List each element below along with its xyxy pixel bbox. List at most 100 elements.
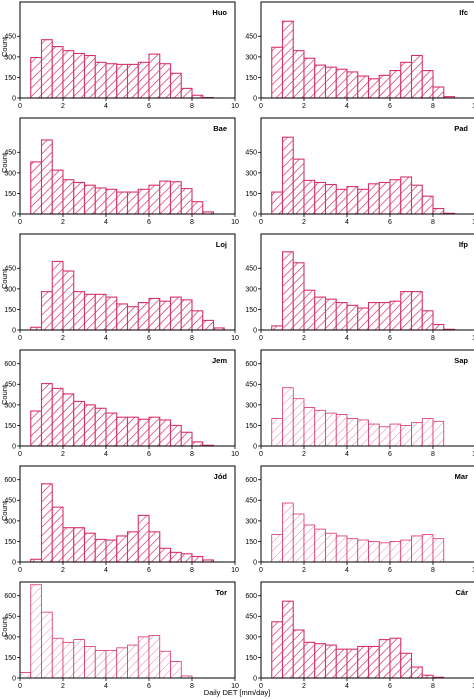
y-tick-label: 150 (245, 307, 257, 314)
y-tick-label: 600 (4, 477, 16, 484)
y-tick-label: 150 (245, 655, 257, 662)
histogram-bar (368, 541, 380, 563)
histogram-bar (169, 296, 182, 331)
histogram-bar (40, 483, 53, 563)
x-tick-label: 4 (104, 219, 108, 226)
y-tick-label: 600 (4, 361, 16, 368)
histogram-bar (169, 424, 182, 447)
histogram-bar (83, 532, 96, 563)
y-tick-label: 450 (245, 266, 257, 273)
histogram-bar (83, 293, 96, 331)
histogram-bar (346, 71, 359, 99)
y-tick-label: 0 (12, 327, 16, 334)
histogram-bar (40, 383, 53, 447)
histogram-bar (73, 52, 86, 99)
histogram-bar (271, 191, 284, 215)
x-tick-label: 2 (61, 219, 65, 226)
histogram-bar (105, 188, 118, 215)
histogram-bar (105, 539, 118, 563)
x-tick-label: 10 (231, 451, 239, 458)
histogram-bar (94, 187, 107, 215)
histogram-bar (137, 418, 150, 447)
y-axis-title: Count (0, 36, 9, 57)
histogram-bar (411, 422, 423, 447)
x-tick-label: 8 (431, 451, 435, 458)
x-tick-label: 0 (259, 567, 263, 574)
histogram-bar (169, 551, 182, 563)
x-tick-label: 10 (472, 451, 474, 458)
histogram-bar (389, 179, 402, 215)
panel-cár: 0 2 4 6 8 10 0 150 300 450 600 Cár (245, 581, 474, 690)
x-tick-label: 2 (61, 103, 65, 110)
x-tick-label: 10 (231, 683, 239, 690)
y-tick-label: 150 (245, 539, 257, 546)
panel-huo: 0 2 4 6 8 10 0 150 300 450 Huo Count (0, 1, 239, 110)
histogram-bar (271, 46, 284, 99)
histogram-bar (282, 502, 294, 563)
x-tick-label: 0 (18, 683, 22, 690)
x-tick-label: 0 (259, 683, 263, 690)
x-tick-label: 4 (345, 103, 349, 110)
y-tick-label: 300 (4, 634, 16, 641)
plot-frame (19, 117, 236, 215)
x-axis-title: Daily DET [mm/day] (204, 688, 271, 697)
histogram-bar (389, 70, 402, 99)
histogram-bar (51, 387, 64, 447)
y-tick-label: 150 (4, 75, 16, 82)
y-tick-label: 150 (245, 423, 257, 430)
histogram-bar (159, 547, 172, 563)
y-tick-label: 0 (12, 443, 16, 450)
x-tick-label: 2 (61, 451, 65, 458)
histogram-bar (346, 186, 359, 215)
panel-loj: 0 2 4 6 8 10 0 150 300 450 Loj Count (0, 233, 239, 342)
x-tick-label: 8 (190, 451, 194, 458)
histogram-bar (94, 61, 107, 99)
histogram-bar (180, 553, 193, 563)
histogram-bar (346, 538, 359, 563)
histogram-bar (432, 420, 445, 447)
histogram-bar (148, 184, 161, 215)
plot-frame (19, 465, 236, 563)
histogram-bar (137, 302, 150, 331)
x-tick-label: 8 (190, 219, 194, 226)
histogram-bar (324, 298, 337, 331)
plot-frame (260, 349, 474, 447)
histogram-bar (421, 195, 434, 215)
y-tick-label: 300 (4, 286, 16, 293)
histogram-bar (346, 648, 359, 679)
histogram-bar (51, 260, 64, 331)
x-tick-label: 6 (388, 683, 392, 690)
histogram-bar (421, 70, 434, 99)
x-tick-label: 2 (61, 567, 65, 574)
x-tick-label: 10 (472, 219, 474, 226)
panel-tor: 0 2 4 6 8 10 0 150 300 450 600 Tor Count (0, 581, 239, 690)
histogram-bar (159, 650, 171, 679)
plot-frame (260, 117, 474, 215)
y-axis-title: Count (0, 500, 9, 521)
y-tick-label: 450 (245, 498, 257, 505)
y-axis-title: Count (0, 268, 9, 289)
x-tick-label: 6 (388, 335, 392, 342)
panel-label: Jem (212, 356, 227, 365)
x-tick-label: 6 (147, 335, 151, 342)
histogram-bar (116, 647, 128, 679)
histogram-bar (116, 63, 129, 99)
plot-frame (260, 581, 474, 679)
histogram-bar (126, 63, 139, 99)
histogram-bar (30, 410, 43, 447)
histogram-bar (51, 46, 64, 99)
x-tick-label: 4 (104, 683, 108, 690)
panel-ifc: 0 2 4 6 8 10 0 150 300 450 Ifc (245, 1, 474, 110)
histogram-bar (325, 412, 337, 447)
histogram-bar (357, 419, 369, 447)
x-tick-label: 6 (147, 683, 151, 690)
panel-label: Huo (212, 8, 227, 17)
histogram-bar (126, 191, 139, 215)
histogram-bar (30, 56, 43, 99)
histogram-bar (62, 50, 75, 99)
histogram-bar (282, 387, 294, 447)
x-tick-label: 0 (18, 219, 22, 226)
panel-label: Mar (455, 472, 468, 481)
histogram-bar (335, 68, 348, 99)
